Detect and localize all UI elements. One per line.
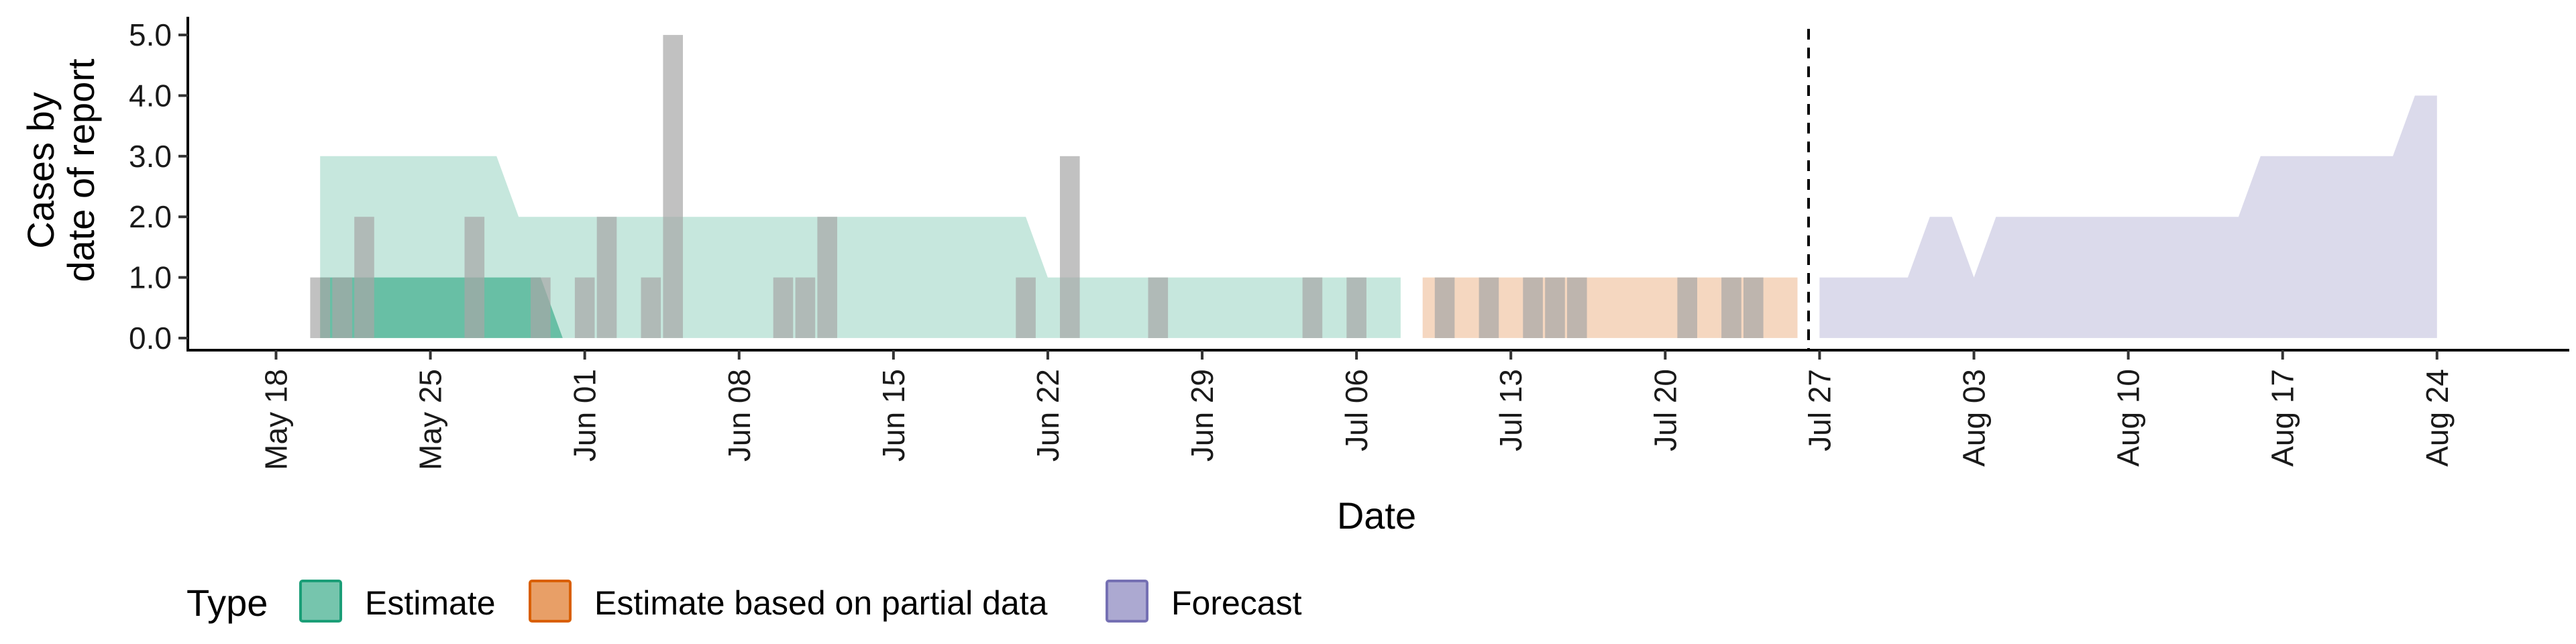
x-ticks-layer: May 18 May 25 Jun 01 Jun 08 Jun 15 Jun 22 Jun …: [259, 350, 2455, 470]
case-bar-2020-05-30: [531, 277, 551, 338]
case-bar-2020-07-15: [1545, 277, 1565, 338]
legend-swatch-estimate-based-on-partial-data: [529, 580, 572, 623]
y-axis-title-line-2: date of report: [60, 58, 102, 282]
case-bar-2020-05-22: [354, 217, 374, 338]
band-estimate-based-on-partial-data-outer: [1422, 277, 1798, 338]
case-bar-2020-06-11: [795, 277, 816, 338]
legend-item-forecast: Forecast: [1106, 580, 1302, 623]
case-bar-2020-06-21: [1016, 277, 1036, 338]
y-tick-label: 3.0: [129, 139, 172, 174]
legend-items: Estimate Estimate based on partial data Fo…: [299, 580, 1302, 623]
bands-layer: [320, 95, 2437, 338]
legend: Type Estimate Estimate based on partial d…: [186, 580, 1302, 624]
case-bar-2020-07-06: [1346, 277, 1366, 338]
legend-item-estimate-based-on-partial-data: Estimate based on partial data: [529, 580, 1048, 623]
legend-title: Type: [186, 582, 268, 624]
legend-label-forecast: Forecast: [1171, 584, 1302, 622]
y-tick-label: 4.0: [129, 78, 172, 113]
band-estimate-inner: [320, 277, 563, 338]
x-tick-label: May 25: [413, 369, 448, 470]
case-bar-2020-06-27: [1148, 277, 1169, 338]
x-tick-label: May 18: [259, 369, 294, 470]
case-bar-2020-06-02: [596, 217, 617, 338]
case-bar-2020-05-27: [464, 217, 485, 338]
x-tick-label: Jul 20: [1648, 369, 1682, 451]
case-bar-2020-07-04: [1302, 277, 1323, 338]
y-tick-label: 1.0: [129, 260, 172, 295]
legend-swatch-estimate: [299, 580, 342, 623]
band-forecast-outer: [1819, 95, 2437, 338]
legend-item-estimate: Estimate: [299, 580, 496, 623]
legend-label-estimate: Estimate: [365, 584, 496, 622]
x-tick-label: Jun 01: [568, 369, 602, 462]
legend-label-estimate-based-on-partial-data: Estimate based on partial data: [594, 584, 1048, 622]
case-bar-2020-07-16: [1567, 277, 1587, 338]
case-bar-2020-05-21: [332, 277, 352, 338]
case-bar-2020-07-12: [1479, 277, 1499, 338]
x-tick-label: Jul 06: [1339, 369, 1374, 451]
x-tick-label: Aug 10: [2111, 369, 2146, 467]
bars-layer: [310, 35, 1764, 338]
case-bar-2020-06-10: [773, 277, 794, 338]
y-tick-label: 0.0: [129, 321, 172, 356]
x-tick-label: Jul 27: [1802, 369, 1837, 451]
y-ticks-layer: 0.0 1.0 2.0 3.0 4.0 5.0: [129, 17, 188, 356]
x-axis-title: Date: [1337, 494, 1416, 537]
x-tick-label: Jun 22: [1030, 369, 1065, 462]
case-bar-2020-07-10: [1434, 277, 1455, 338]
case-bar-2020-07-23: [1721, 277, 1741, 338]
x-tick-label: Aug 17: [2265, 369, 2300, 467]
case-bar-2020-07-24: [1743, 277, 1764, 338]
case-bar-2020-06-23: [1060, 156, 1080, 338]
x-tick-label: Aug 24: [2420, 369, 2455, 467]
y-axis-title-line-1: Cases by: [19, 92, 62, 248]
case-bar-2020-06-05: [663, 35, 683, 338]
x-tick-label: Aug 03: [1957, 369, 1992, 467]
case-bar-2020-06-12: [817, 217, 837, 338]
case-bar-2020-06-04: [641, 277, 661, 338]
case-bar-2020-05-20: [310, 277, 330, 338]
legend-swatch-forecast: [1106, 580, 1148, 623]
y-tick-label: 2.0: [129, 199, 172, 234]
y-tick-label: 5.0: [129, 17, 172, 52]
x-tick-label: Jun 08: [722, 369, 757, 462]
case-bar-2020-06-01: [574, 277, 595, 338]
x-tick-label: Jul 13: [1493, 369, 1528, 451]
x-tick-label: Jun 29: [1185, 369, 1220, 462]
x-tick-label: Jun 15: [876, 369, 911, 462]
case-bar-2020-07-21: [1677, 277, 1697, 338]
case-bar-2020-07-14: [1523, 277, 1543, 338]
